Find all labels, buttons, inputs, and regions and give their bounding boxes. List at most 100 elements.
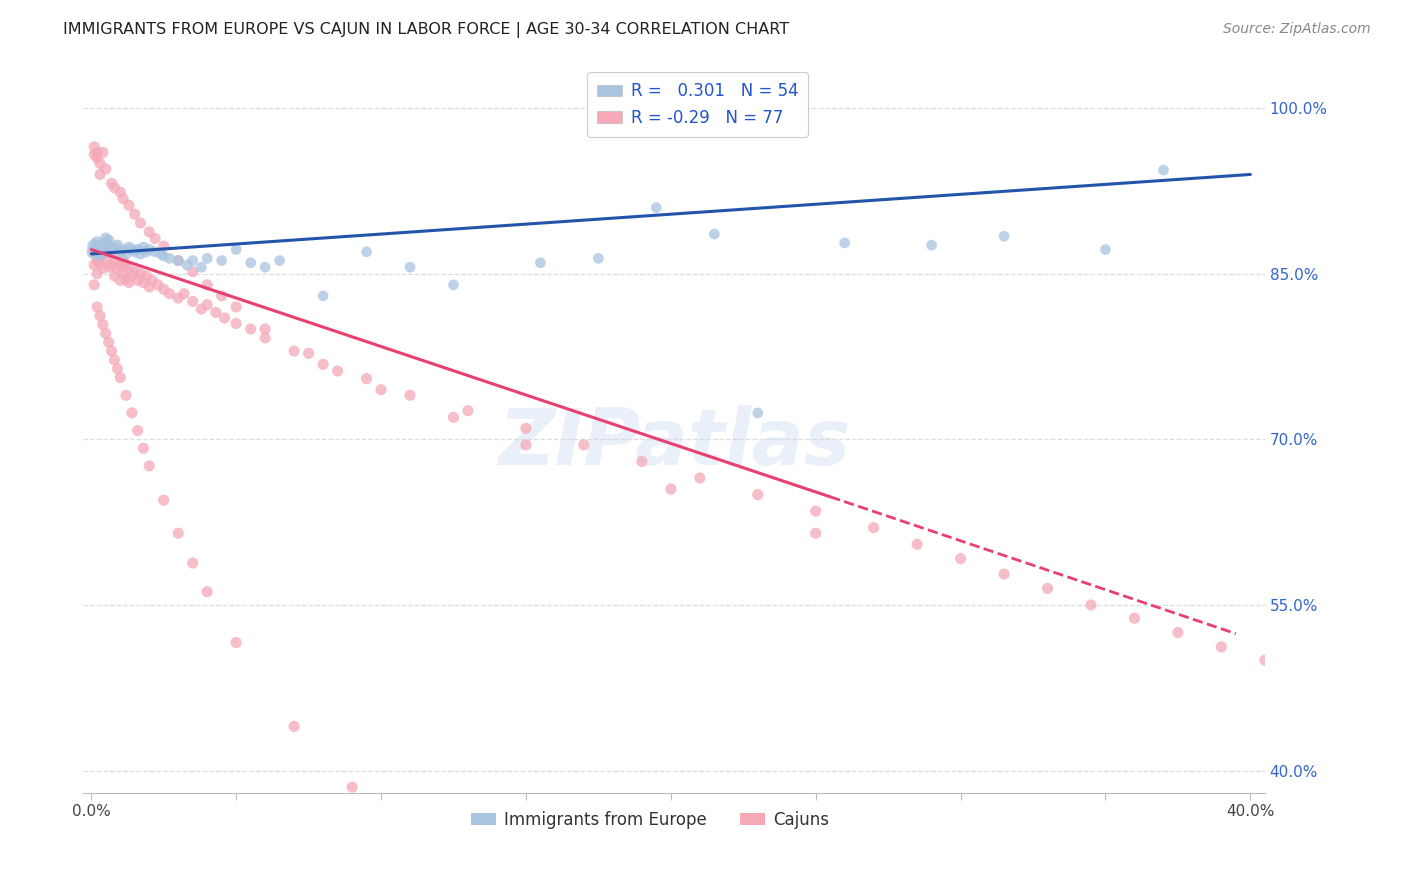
Point (269, 253, 291, 268)
Point (993, 229, 1015, 244)
Point (121, 243, 143, 257)
Point (103, 253, 125, 268)
Point (747, 487, 769, 501)
Point (129, 216, 152, 230)
Point (124, 244, 146, 259)
Point (1211, 640, 1233, 654)
Point (110, 273, 132, 287)
Point (105, 262, 128, 277)
Point (110, 244, 132, 259)
Point (167, 253, 190, 268)
Point (195, 277, 218, 292)
Point (124, 264, 146, 278)
Point (370, 383, 392, 397)
Point (105, 361, 128, 376)
Point (112, 243, 135, 257)
Point (129, 267, 152, 281)
Text: ZIPatlas: ZIPatlas (498, 405, 849, 481)
Point (239, 322, 262, 336)
Point (103, 240, 125, 254)
Point (83, 277, 105, 292)
Point (804, 504, 827, 518)
Point (689, 471, 711, 485)
Point (83, 239, 105, 253)
Point (149, 247, 172, 261)
Point (225, 317, 247, 331)
Point (100, 258, 122, 272)
Point (112, 267, 135, 281)
Point (1355, 680, 1378, 694)
Point (143, 231, 166, 245)
Point (949, 551, 972, 566)
Point (121, 268, 143, 283)
Point (135, 244, 157, 259)
Point (135, 268, 157, 283)
Point (91, 261, 114, 276)
Point (105, 238, 128, 252)
Point (399, 388, 422, 402)
Point (457, 880, 479, 892)
Point (89, 156, 111, 170)
Point (631, 454, 654, 468)
Point (94, 235, 117, 250)
Point (181, 294, 204, 309)
Point (83, 140, 105, 154)
Point (103, 352, 125, 367)
Point (645, 201, 668, 215)
Point (86, 235, 108, 250)
Point (129, 247, 152, 261)
Point (159, 286, 181, 301)
Point (152, 282, 174, 296)
Text: Source: ZipAtlas.com: Source: ZipAtlas.com (1223, 22, 1371, 37)
Point (254, 331, 277, 345)
Point (100, 243, 122, 257)
Point (138, 243, 160, 257)
Point (100, 243, 122, 257)
Point (143, 244, 166, 259)
Point (921, 238, 943, 252)
Point (110, 185, 132, 199)
Point (195, 252, 218, 266)
Point (89, 309, 111, 323)
Point (993, 567, 1015, 582)
Point (138, 225, 160, 239)
Point (103, 268, 125, 283)
Point (115, 258, 138, 272)
Point (152, 493, 174, 508)
Point (457, 403, 479, 417)
Point (1123, 611, 1146, 625)
Point (97, 260, 120, 275)
Point (138, 458, 160, 473)
Point (1152, 163, 1174, 178)
Point (127, 273, 149, 287)
Point (588, 252, 610, 266)
Point (91, 244, 114, 259)
Point (399, 835, 422, 849)
Point (89, 168, 111, 182)
Point (121, 406, 143, 420)
Point (152, 249, 174, 263)
Point (86, 267, 108, 281)
Point (283, 344, 305, 359)
Point (152, 239, 174, 253)
Point (132, 240, 155, 254)
Point (181, 264, 204, 278)
Point (214, 310, 236, 325)
Point (132, 441, 155, 455)
Point (100, 344, 122, 359)
Point (94, 231, 117, 245)
Point (132, 276, 155, 290)
Point (181, 253, 204, 268)
Point (572, 438, 595, 452)
Point (340, 780, 363, 794)
Point (118, 276, 141, 290)
Point (905, 537, 928, 551)
Point (89, 240, 111, 254)
Point (515, 438, 537, 452)
Point (94, 250, 117, 264)
Point (110, 370, 132, 384)
Point (91, 239, 114, 253)
Text: IMMIGRANTS FROM EUROPE VS CAJUN IN LABOR FORCE | AGE 30-34 CORRELATION CHART: IMMIGRANTS FROM EUROPE VS CAJUN IN LABOR… (63, 22, 789, 38)
Point (124, 207, 146, 221)
Point (159, 252, 181, 266)
